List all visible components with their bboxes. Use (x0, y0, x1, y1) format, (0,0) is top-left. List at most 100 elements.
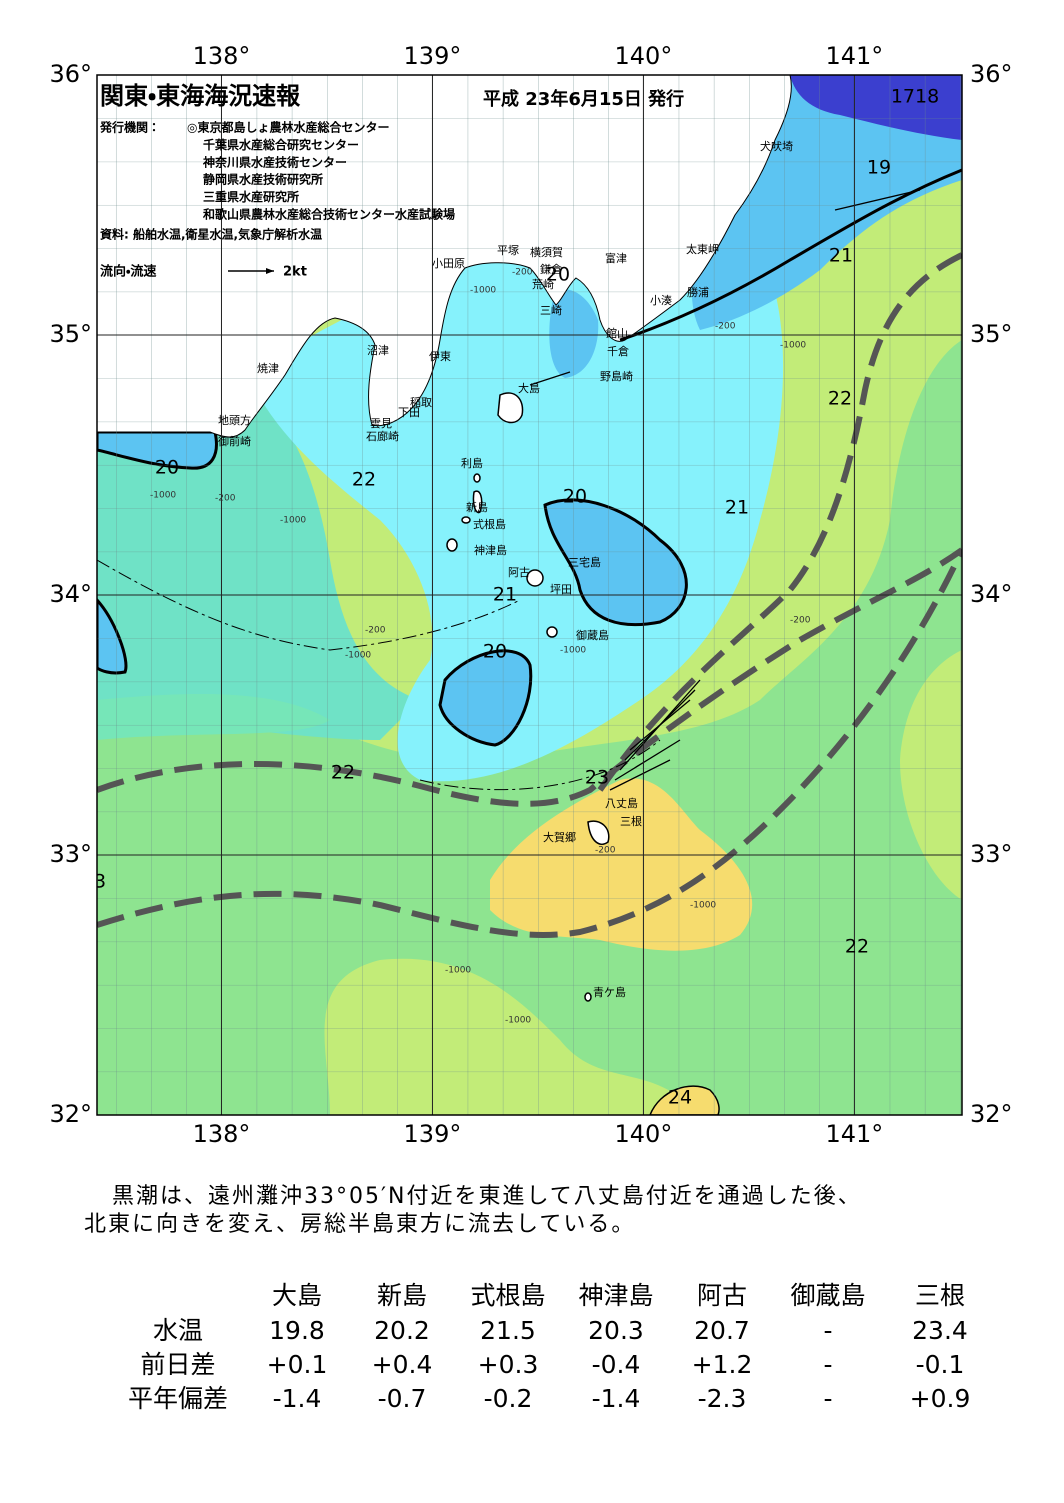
table-cell: 20.3 (588, 1316, 644, 1345)
depth-label: -200 (365, 626, 386, 636)
contour-label: 22 (352, 469, 376, 491)
place-name: 坪田 (550, 583, 572, 596)
lat-tick-label: 35° (970, 320, 1013, 348)
legend-label: 流向・流速 (100, 264, 156, 280)
place-name: 富津 (605, 252, 627, 265)
table-cell: +1.2 (692, 1350, 753, 1379)
table-cell: -0.1 (916, 1350, 965, 1379)
island (546, 626, 558, 638)
lat-tick-label: 33° (970, 840, 1013, 868)
place-name: 三崎 (540, 303, 562, 317)
place-name: 太東岬 (686, 242, 719, 256)
place-name: 稲取 (410, 396, 432, 409)
summary: 黒潮は、遠州灘沖33°05′N付近を東進して八丈島付近を通過した後、北東に向きを… (84, 1184, 862, 1237)
table-cell: -0.7 (378, 1384, 427, 1413)
contour-label: 21 (829, 245, 853, 267)
column-header: 阿古 (697, 1281, 747, 1310)
place-name: 大賀郷 (543, 830, 576, 844)
place-name: 焼津 (257, 362, 279, 375)
place-name: 青ケ島 (593, 985, 626, 999)
depth-label: -1000 (150, 491, 176, 501)
place-name: 下田 (398, 406, 420, 419)
row-label: 前日差 (140, 1350, 215, 1379)
place-name: 小湊 (650, 293, 672, 307)
contour-line (97, 559, 521, 651)
flow-arrow (834, 189, 921, 211)
depth-label: -200 (512, 268, 533, 278)
legend-arrowhead (266, 268, 274, 274)
depth-label: -200 (215, 494, 236, 504)
table-cell: - (823, 1350, 832, 1379)
contour-label: 22 (828, 388, 852, 410)
summary-line: 黒潮は、遠州灘沖33°05′N付近を東進して八丈島付近を通過した後、 (112, 1184, 862, 1209)
table-cell: -1.4 (592, 1384, 641, 1413)
data-source: 資料: 船舶水温,衛星水温,気象庁解析水温 (100, 227, 322, 242)
depth-label: -1000 (505, 1016, 531, 1026)
place-name: 地頭方 (218, 413, 251, 427)
contour-label: 19 (867, 157, 891, 179)
flow-arrows (529, 189, 921, 791)
issuer: 神奈川県水産技術センター (202, 154, 347, 169)
place-name: 平塚 (497, 243, 519, 257)
depth-label: -200 (715, 322, 736, 332)
place-name: 沼津 (367, 343, 389, 357)
map-frame (96, 74, 963, 1116)
table-cell: 23.4 (912, 1316, 968, 1345)
row-label: 水温 (153, 1316, 203, 1345)
contour-label: 21 (725, 497, 749, 519)
depth-label: -1000 (470, 286, 496, 296)
depth-label: -1000 (280, 516, 306, 526)
table-cell: 20.2 (374, 1316, 430, 1345)
issuer: 三重県水産研究所 (203, 189, 299, 204)
contour-label: 20 (563, 486, 587, 508)
place-name: 横須賀 (530, 245, 563, 259)
kuroshio-path (97, 547, 962, 807)
place-name: 石廊崎 (366, 429, 399, 443)
contour-label: 1718 (891, 86, 939, 108)
island (526, 569, 544, 587)
table-cell: 20.7 (694, 1316, 750, 1345)
depth-label: -1000 (780, 341, 806, 351)
lon-tick-label: 140° (615, 1120, 673, 1148)
place-name: 勝浦 (687, 285, 709, 299)
place-name: 新島 (466, 500, 488, 514)
lat-tick-label: 34° (49, 580, 92, 608)
issuer: 和歌山県農林水産総合技術センター水産試験場 (202, 207, 455, 222)
table-cell: -0.2 (484, 1384, 533, 1413)
contour-label: 22 (331, 762, 355, 784)
contour-line (619, 168, 962, 342)
island (587, 820, 610, 845)
table-cell: 21.5 (480, 1316, 536, 1345)
lon-tick-label: 140° (615, 42, 673, 70)
lat-tick-label: 34° (970, 580, 1013, 608)
place-name: 三宅島 (568, 555, 601, 569)
depth-label: -1000 (690, 901, 716, 911)
column-header: 新島 (377, 1281, 427, 1310)
place-name: 千倉 (607, 345, 629, 358)
lat-tick-label: 36° (49, 60, 92, 88)
contour-label: 21 (493, 584, 517, 606)
island (461, 516, 471, 524)
column-header: 式根島 (470, 1281, 545, 1310)
table-cell: +0.1 (267, 1350, 328, 1379)
place-name: 館山 (606, 327, 628, 340)
column-header: 大島 (272, 1281, 322, 1310)
lat-tick-label: 32° (970, 1100, 1013, 1128)
table-cell: - (823, 1316, 832, 1345)
contour-label: 20 (546, 264, 570, 286)
flow-arrow (614, 739, 681, 781)
place-name: 八丈島 (605, 796, 638, 810)
contour-label: 23 (585, 767, 609, 789)
issue-date: 平成 23年6月15日 発行 (483, 88, 684, 110)
table-cell: - (823, 1384, 832, 1413)
place-name: 利島 (461, 456, 483, 470)
contour-label: 24 (668, 1087, 692, 1109)
place-name: 小田原 (432, 257, 465, 270)
legend-scale: 2kt (283, 265, 307, 280)
issuer: 千葉県水産総合研究センター (203, 137, 359, 152)
place-name: 雲見 (370, 417, 392, 430)
island (472, 490, 483, 514)
